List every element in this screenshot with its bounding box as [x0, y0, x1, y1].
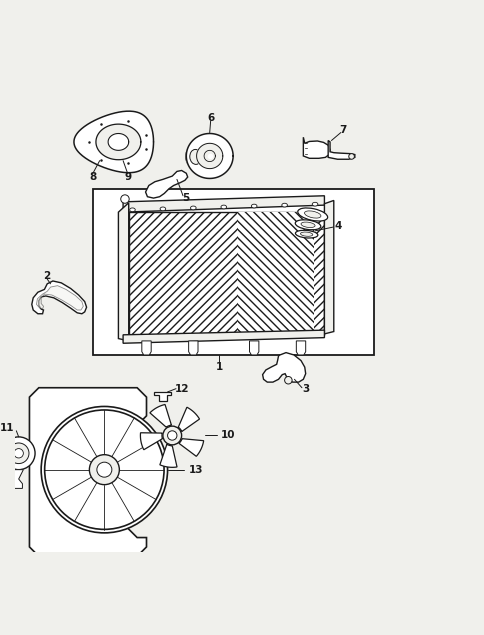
Polygon shape	[249, 341, 258, 355]
Ellipse shape	[295, 220, 320, 230]
Polygon shape	[328, 140, 354, 159]
Ellipse shape	[304, 211, 320, 218]
Polygon shape	[32, 281, 86, 314]
Circle shape	[2, 437, 35, 470]
Polygon shape	[150, 404, 171, 427]
Ellipse shape	[189, 149, 201, 164]
Ellipse shape	[129, 208, 135, 211]
Circle shape	[8, 443, 29, 464]
Text: 13: 13	[188, 465, 202, 475]
Polygon shape	[160, 444, 177, 467]
Ellipse shape	[190, 206, 196, 210]
Polygon shape	[196, 144, 222, 169]
Polygon shape	[118, 203, 128, 341]
Ellipse shape	[185, 145, 205, 169]
Polygon shape	[262, 352, 305, 382]
Ellipse shape	[297, 208, 327, 221]
Polygon shape	[30, 388, 146, 556]
Circle shape	[14, 448, 23, 458]
Circle shape	[97, 462, 112, 477]
Polygon shape	[108, 133, 128, 150]
Text: 3: 3	[302, 384, 309, 394]
Bar	[128, 212, 324, 335]
Ellipse shape	[300, 232, 312, 236]
Ellipse shape	[301, 222, 315, 227]
Polygon shape	[324, 201, 333, 334]
Circle shape	[163, 426, 181, 445]
Circle shape	[121, 195, 129, 203]
Polygon shape	[141, 341, 151, 355]
Polygon shape	[186, 133, 233, 178]
Text: 7: 7	[339, 125, 346, 135]
Text: 2: 2	[44, 271, 51, 281]
Polygon shape	[188, 341, 197, 355]
Circle shape	[89, 455, 119, 485]
Ellipse shape	[221, 205, 226, 209]
Polygon shape	[296, 341, 305, 355]
Ellipse shape	[312, 203, 317, 206]
Polygon shape	[302, 137, 329, 158]
Ellipse shape	[295, 231, 317, 238]
Ellipse shape	[251, 204, 257, 208]
Ellipse shape	[160, 207, 166, 211]
Ellipse shape	[281, 203, 287, 207]
Polygon shape	[74, 111, 153, 173]
Bar	[236, 212, 313, 335]
Text: 1: 1	[215, 362, 222, 371]
Text: 4: 4	[334, 221, 341, 231]
Circle shape	[284, 377, 291, 384]
Circle shape	[167, 431, 177, 440]
Polygon shape	[145, 170, 187, 198]
Circle shape	[41, 406, 167, 533]
Text: 8: 8	[89, 172, 96, 182]
Polygon shape	[179, 439, 203, 457]
Circle shape	[348, 154, 354, 159]
Polygon shape	[154, 392, 171, 401]
Text: 9: 9	[124, 172, 131, 182]
Polygon shape	[123, 330, 324, 344]
Text: 5: 5	[182, 193, 190, 203]
Polygon shape	[36, 286, 83, 310]
Bar	[92, 189, 373, 355]
Text: 6: 6	[207, 112, 214, 123]
Text: 10: 10	[221, 431, 235, 441]
Text: 11: 11	[0, 422, 14, 432]
Text: 12: 12	[174, 384, 188, 394]
Polygon shape	[96, 124, 140, 160]
Polygon shape	[178, 407, 199, 432]
Polygon shape	[123, 196, 324, 212]
Polygon shape	[140, 433, 162, 450]
Polygon shape	[10, 470, 23, 488]
